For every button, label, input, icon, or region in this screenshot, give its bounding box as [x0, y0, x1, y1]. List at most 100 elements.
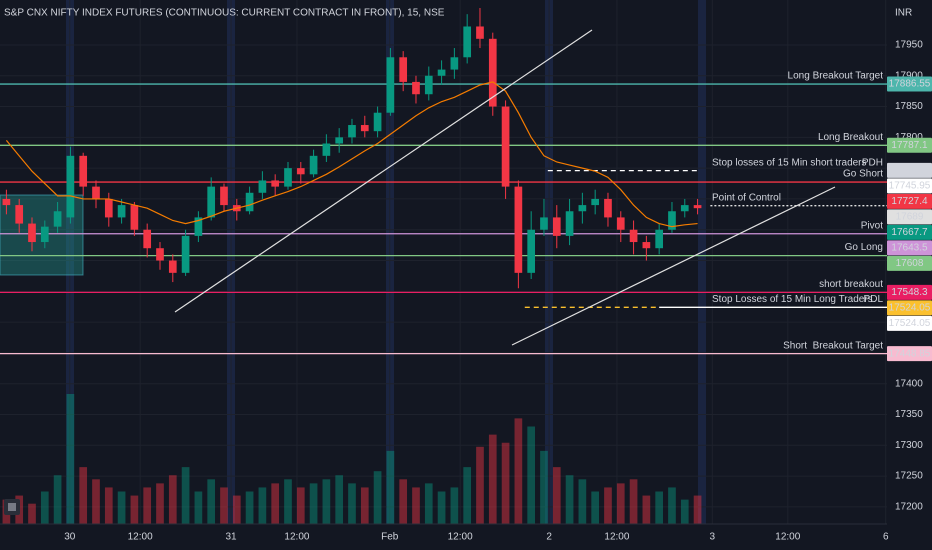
- volume-bar: [284, 479, 292, 524]
- candle-body: [655, 229, 664, 249]
- level-label: PDH: [862, 157, 883, 168]
- candle-body: [220, 186, 228, 206]
- level-label: Pivot: [861, 220, 883, 231]
- price-tag-label: 17548.3: [891, 287, 928, 298]
- candle-body: [514, 186, 523, 273]
- moving-average: [5, 81, 698, 228]
- trend-line: [174, 29, 593, 313]
- price-tag: [887, 224, 932, 240]
- volume-bar: [527, 426, 536, 524]
- volume-bar: [476, 446, 484, 524]
- candle-body: [578, 205, 587, 212]
- y-tick-label: 17300: [895, 440, 923, 451]
- price-tag: [887, 137, 932, 153]
- price-tag: [887, 284, 932, 300]
- price-tag: [887, 255, 932, 271]
- candle-body: [66, 155, 75, 218]
- y-tick-label: 17250: [895, 471, 923, 482]
- candle-body: [284, 168, 292, 187]
- price-tag-label: 17886.55: [889, 79, 931, 90]
- volume-bar: [399, 479, 408, 524]
- candle-body: [194, 217, 203, 236]
- candle-body: [552, 217, 561, 236]
- candle-body: [28, 223, 36, 243]
- x-tick-label: 12:00: [775, 532, 800, 543]
- price-tag: [887, 315, 932, 331]
- level-label: short breakout: [819, 279, 883, 290]
- volume-bar: [578, 479, 587, 524]
- price-tag: [887, 76, 932, 92]
- volume-bar: [693, 495, 702, 524]
- volume-bar: [168, 475, 177, 524]
- candle-body: [40, 226, 49, 243]
- candle-body: [168, 260, 177, 273]
- candle-body: [271, 180, 280, 187]
- candle-body: [117, 205, 126, 218]
- x-tick-label: 12:00: [604, 532, 629, 543]
- price-tag-label: 17745.95: [889, 181, 931, 192]
- level-label: Go Long: [845, 242, 883, 253]
- y-tick-label: 17350: [895, 409, 923, 420]
- volume-bar: [143, 487, 152, 524]
- price-tag: [887, 162, 932, 178]
- candle-body: [258, 180, 267, 193]
- volume-bar: [463, 467, 472, 524]
- y-tick-label: 17800: [895, 132, 923, 143]
- level-label: PDL: [864, 294, 884, 305]
- volume-bar: [309, 483, 318, 524]
- candle-body: [399, 57, 408, 82]
- volume-bar: [360, 487, 369, 524]
- volume-bar: [40, 491, 49, 524]
- volume-bar: [232, 495, 241, 524]
- volume-bar: [565, 475, 574, 524]
- candle-body: [143, 229, 152, 249]
- candle-body: [181, 235, 190, 273]
- candle-body: [616, 217, 625, 230]
- candle-body: [207, 186, 216, 218]
- currency: INR: [895, 8, 912, 19]
- volume-bar: [194, 491, 203, 524]
- x-tick-label: Feb: [381, 532, 399, 543]
- candle-body: [130, 205, 139, 230]
- volume-bar: [296, 487, 305, 524]
- volume-bar: [79, 467, 88, 524]
- candle-body: [360, 125, 369, 132]
- level-note: Point of Control: [712, 192, 781, 203]
- y-tick-label: 17900: [895, 70, 923, 81]
- volume-bar: [104, 487, 113, 524]
- candle-body: [680, 205, 689, 212]
- volume-bar: [424, 483, 433, 524]
- candle-body: [296, 168, 305, 175]
- y-tick-label: 17950: [895, 40, 923, 51]
- price-tag-label: 17524.05: [889, 303, 931, 314]
- candle-body: [309, 155, 318, 175]
- candle-body: [424, 75, 433, 95]
- price-tag-label: 17524.05: [889, 318, 931, 329]
- axis: 1720017250173001735017400174501750017550…: [64, 40, 932, 543]
- candle-body: [501, 106, 510, 187]
- volume-bar: [130, 495, 139, 524]
- volume-bar: [501, 442, 510, 524]
- candle-body: [591, 198, 600, 206]
- candle-body: [322, 143, 331, 156]
- price-tag-label: 17608: [896, 258, 924, 269]
- candle-body: [540, 217, 548, 230]
- volume-bar: [117, 491, 126, 524]
- y-tick-label: 17850: [895, 101, 923, 112]
- volume-bar: [655, 491, 664, 524]
- candle-body: [437, 69, 446, 76]
- price-tag-label: 17448.85: [889, 348, 931, 359]
- candle-body: [348, 125, 356, 138]
- candle-body: [629, 229, 638, 243]
- volume-bar: [258, 487, 267, 524]
- candle-body: [693, 205, 702, 209]
- volume-bar: [514, 418, 523, 524]
- logo: [4, 499, 20, 515]
- candle-body: [412, 81, 420, 95]
- volume-bar: [181, 467, 190, 524]
- volume-bar: [412, 487, 420, 524]
- candle-body: [527, 229, 536, 273]
- candle-body: [642, 242, 651, 249]
- y-tick-label: 17200: [895, 502, 923, 513]
